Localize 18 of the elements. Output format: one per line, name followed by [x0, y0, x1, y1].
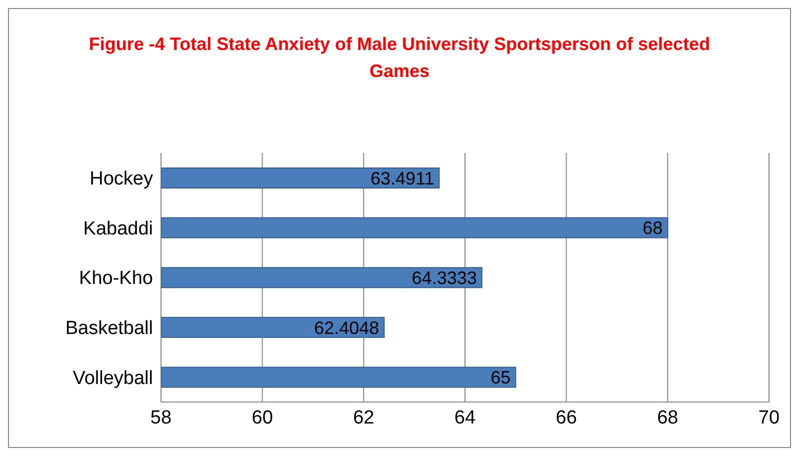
data-label: 64.3333: [412, 268, 477, 288]
x-tick-label: 64: [454, 407, 476, 428]
y-tick-label: Volleyball: [72, 368, 153, 389]
data-label: 68: [642, 218, 663, 238]
chart-title: Figure -4 Total State Anxiety of Male University Sportsperson of selected Games: [88, 33, 712, 83]
x-tick-label: 66: [556, 407, 577, 428]
data-label: 65: [490, 368, 511, 388]
y-tick-label: Hockey: [90, 168, 154, 190]
y-tick-label: Kabaddi: [83, 218, 153, 240]
x-tick-label: 60: [252, 407, 273, 428]
x-tick-label: 68: [657, 407, 678, 428]
x-tick-label: 58: [150, 407, 172, 428]
y-tick-label: Basketball: [65, 318, 153, 340]
x-tick-label: 70: [758, 407, 780, 428]
y-tick-label: Kho-Kho: [79, 268, 153, 290]
data-label: 63.4911: [370, 168, 434, 188]
x-tick-label: 62: [353, 407, 374, 428]
data-label: 62.4048: [314, 318, 380, 338]
